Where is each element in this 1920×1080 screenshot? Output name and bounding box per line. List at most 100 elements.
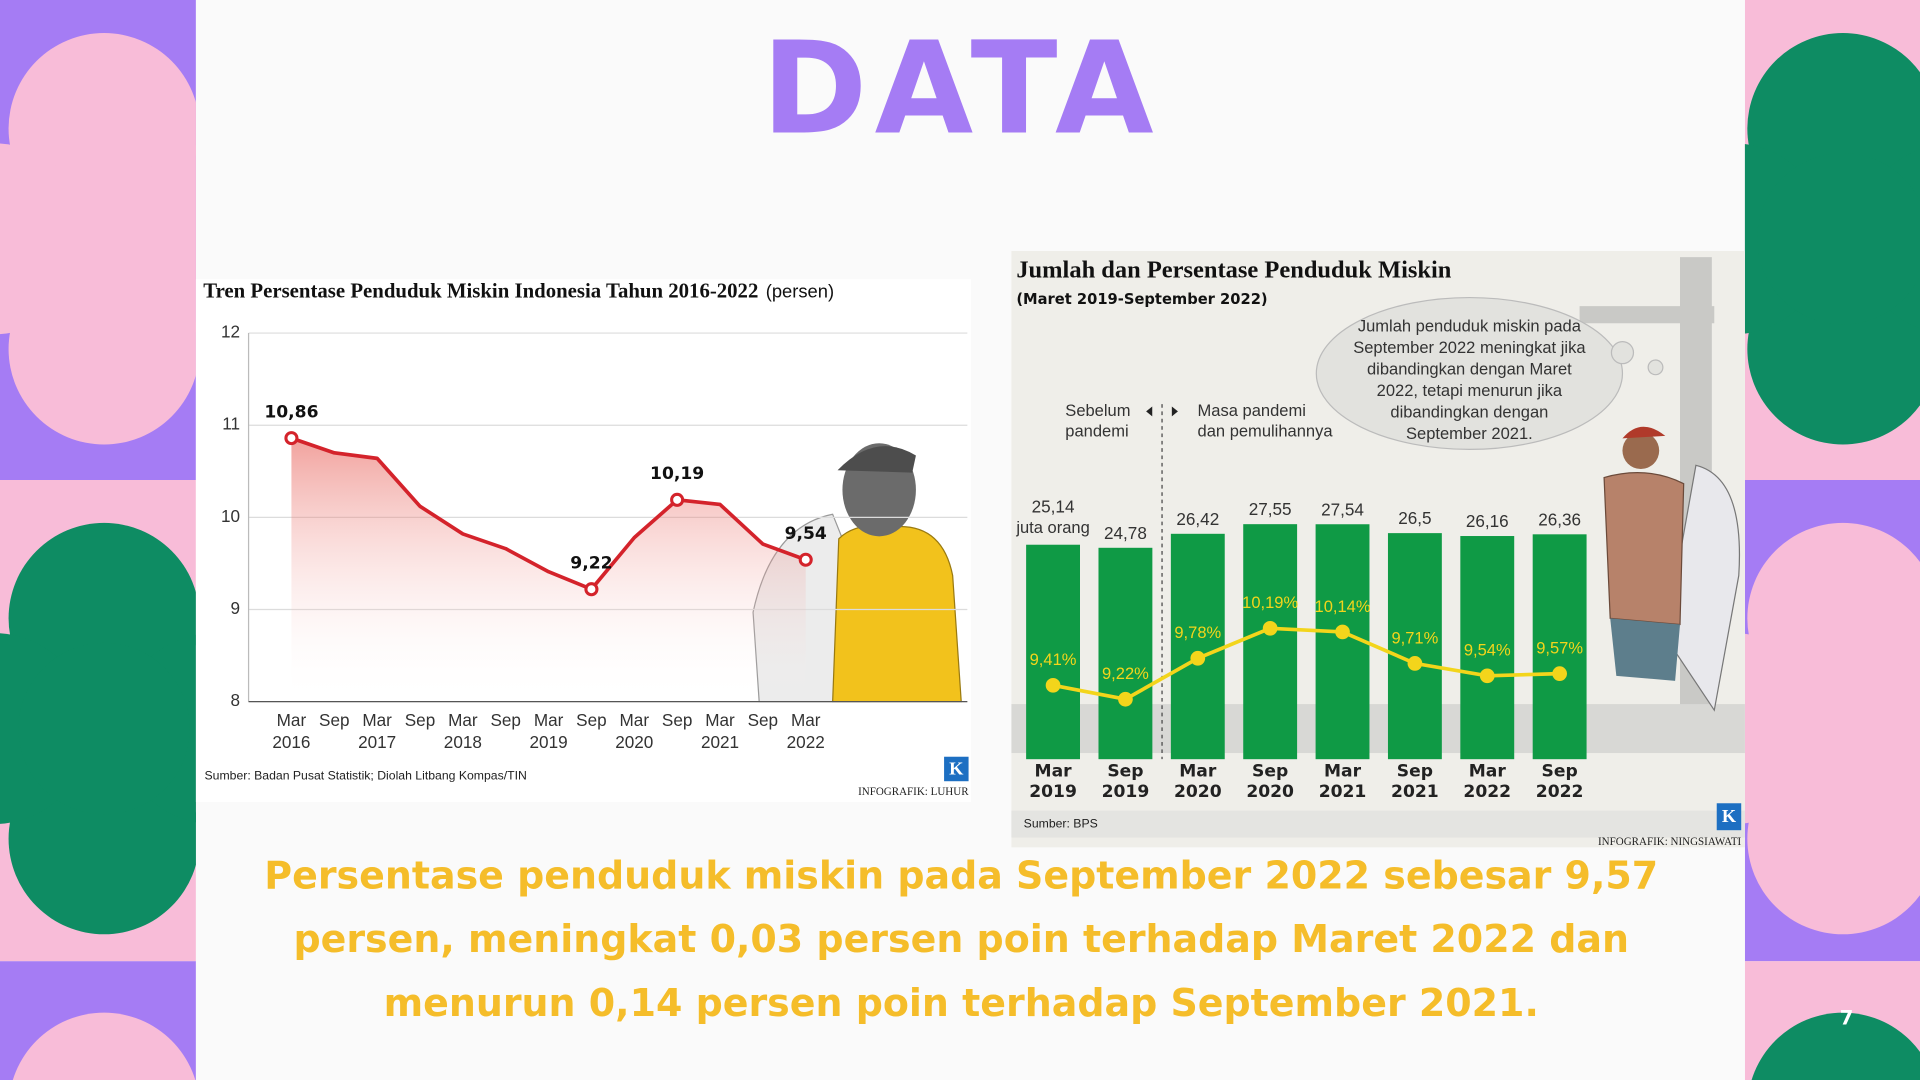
- x-tick-label: Sep: [576, 710, 606, 730]
- data-label: 26,5: [1398, 508, 1431, 528]
- x-tick-label: 2022: [787, 732, 825, 752]
- x-tick-label: 2022: [1463, 782, 1511, 802]
- bar: [1460, 536, 1515, 760]
- x-tick-label: 2018: [444, 732, 482, 752]
- data-label: 27,54: [1321, 499, 1364, 519]
- y-tick-label: 8: [230, 690, 240, 710]
- annotation: Jumlah penduduk miskin pada September 202…: [1353, 316, 1586, 443]
- x-tick-label: Sep: [490, 710, 520, 730]
- data-label: 9,22: [570, 554, 612, 574]
- annotation-line: dibandingkan dengan Maret: [1367, 359, 1572, 378]
- data-label: 27,55: [1249, 499, 1292, 519]
- x-tick-label: 2021: [701, 732, 739, 752]
- person-illustration: [1603, 426, 1741, 712]
- bar: [1026, 544, 1080, 760]
- x-tick-label: 2017: [358, 732, 396, 752]
- x-tick-label: 2022: [1536, 782, 1584, 802]
- point-marker: [1045, 677, 1061, 693]
- chart-title-text: Tren Persentase Penduduk Miskin Indonesi…: [203, 278, 758, 302]
- bar: [1170, 533, 1225, 760]
- x-tick-label: Sep: [1107, 761, 1143, 781]
- x-tick-label: Mar: [362, 710, 392, 730]
- line: [1052, 626, 1560, 702]
- x-tick-label: Mar: [277, 710, 307, 730]
- chart-title: Tren Persentase Penduduk Miskin Indonesi…: [203, 278, 834, 302]
- logo-box: [1716, 803, 1742, 831]
- data-label: 24,78: [1104, 523, 1147, 543]
- chart-credit: INFOGRAFIK: LUHUR: [858, 786, 969, 798]
- y-tick-label: 12: [221, 322, 240, 342]
- logo-box: [944, 756, 969, 782]
- data-label: 10,14%: [1315, 597, 1371, 616]
- data-label: 10,19%: [1242, 593, 1298, 612]
- x-tick-label: Sep: [662, 710, 692, 730]
- bar: [1243, 524, 1298, 760]
- chart-source: Sumber: Badan Pusat Statistik; Diolah Li…: [204, 769, 526, 783]
- period-label: dan pemulihannya: [1198, 422, 1334, 441]
- period-label: Masa pandemi: [1198, 401, 1306, 420]
- data-label: 26,42: [1176, 509, 1219, 529]
- annotation-line: Jumlah penduduk miskin pada: [1358, 316, 1582, 335]
- logo: K: [1722, 806, 1737, 826]
- annotation-line: September 2021.: [1406, 424, 1533, 443]
- period-label: Sebelum: [1065, 401, 1130, 420]
- y-tick-label: 11: [222, 414, 240, 434]
- x-tick-label: Sep: [405, 710, 435, 730]
- x-tick-label: 2021: [1391, 782, 1439, 802]
- data-label: 26,16: [1466, 511, 1509, 531]
- y-tick-label: 10: [221, 506, 240, 526]
- x-tick-label: Mar: [705, 710, 735, 730]
- annotation-bubble: [1315, 296, 1624, 451]
- point-marker: [1190, 650, 1206, 666]
- data-label: 10,86: [264, 402, 318, 422]
- chart-unit: (persen): [766, 280, 834, 301]
- caption-line: Persentase penduduk miskin pada Septembe…: [264, 853, 1658, 897]
- data-label: 9,57%: [1536, 639, 1583, 658]
- data-label: 9,54%: [1464, 641, 1511, 660]
- caption-line: persen, meningkat 0,03 persen poin terha…: [293, 917, 1629, 961]
- caption: Persentase penduduk miskin pada Septembe…: [264, 853, 1658, 1024]
- x-tick-label: Sep: [319, 710, 349, 730]
- x-tick-label: 2016: [272, 732, 310, 752]
- annotation-line: dibandingkan dengan: [1390, 403, 1548, 422]
- point-marker: [1552, 666, 1567, 681]
- x-tick-label: Mar: [534, 710, 564, 730]
- x-tick-label: Sep: [1252, 761, 1288, 781]
- point-marker: [1407, 656, 1423, 671]
- data-label: 9,54: [785, 524, 827, 544]
- point-marker: [1335, 624, 1350, 640]
- bar: [1098, 547, 1153, 760]
- x-tick-label: Mar: [1324, 761, 1362, 781]
- bar: [1387, 533, 1442, 760]
- point-marker: [584, 582, 599, 597]
- data-label: 9,71%: [1391, 628, 1438, 647]
- x-tick-label: Sep: [1542, 761, 1578, 781]
- x-tick-label: Mar: [620, 710, 650, 730]
- x-tick-label: Sep: [1397, 761, 1433, 781]
- logo: K: [949, 758, 964, 778]
- bar: [1532, 534, 1587, 760]
- data-label: 25,14: [1032, 497, 1075, 517]
- x-tick-label: Mar: [1469, 761, 1507, 781]
- bubble-dot: [1647, 359, 1664, 376]
- x-tick-label: Sep: [748, 710, 778, 730]
- data-label: 26,36: [1538, 509, 1581, 529]
- caption-line: menurun 0,14 persen poin terhadap Septem…: [384, 981, 1539, 1025]
- period-label: pandemi: [1065, 422, 1128, 441]
- left-decoration: [0, 0, 196, 1080]
- x-tick-label: 2019: [1102, 782, 1150, 802]
- chart-credit: INFOGRAFIK: NINGSIAWATI: [1598, 836, 1742, 848]
- x-tick-label: 2021: [1319, 782, 1367, 802]
- chart-title: Jumlah dan Persentase Penduduk Miskin: [1016, 256, 1451, 283]
- slide-title: DATA: [762, 16, 1161, 164]
- x-tick-label: 2020: [1246, 782, 1294, 802]
- annotation-line: September 2022 meningkat jika: [1353, 338, 1586, 357]
- page-number: 7: [1840, 1006, 1854, 1029]
- source-band: [1011, 810, 1745, 838]
- point-marker: [284, 431, 299, 446]
- data-label: 9,22%: [1102, 664, 1149, 683]
- line: [290, 436, 807, 592]
- point-marker: [1479, 668, 1495, 684]
